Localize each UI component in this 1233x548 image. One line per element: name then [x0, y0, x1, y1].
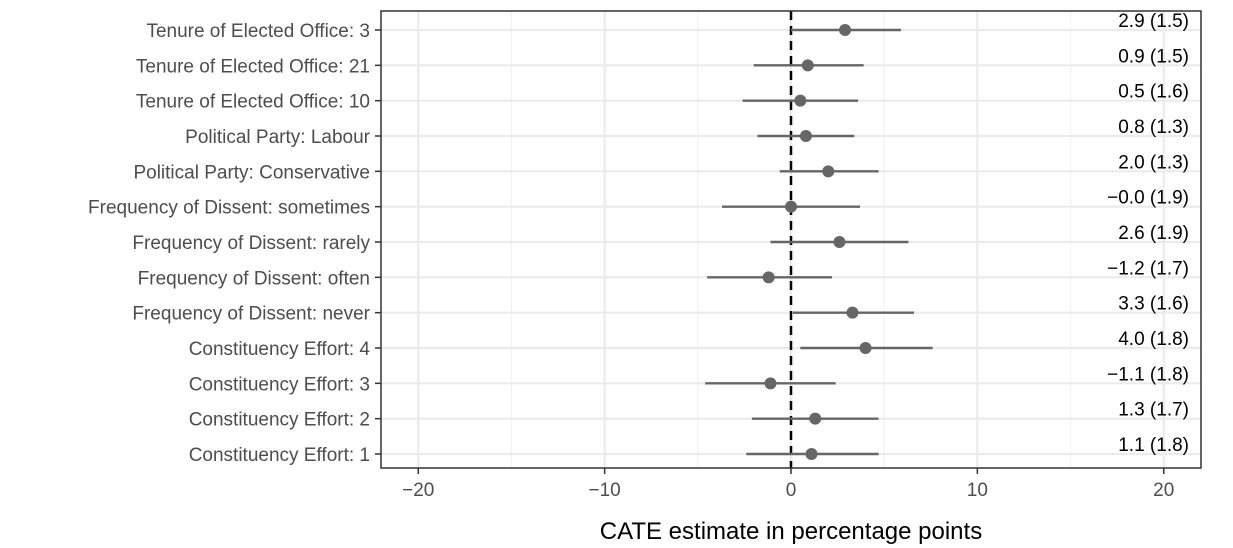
point-estimate: [833, 236, 846, 248]
category-label: Political Party: Conservative: [133, 162, 370, 183]
x-tick-label: 0: [786, 480, 797, 501]
point-estimate: [822, 165, 835, 178]
estimate-label: 0.5 (1.6): [1118, 82, 1189, 103]
estimate-label: 2.9 (1.5): [1118, 11, 1189, 32]
estimate-label: −1.2 (1.7): [1107, 258, 1189, 279]
category-labels: Tenure of Elected Office: 3 Tenure of Ele…: [88, 21, 381, 466]
x-tick-label: 10: [967, 480, 988, 501]
category-label: Frequency of Dissent: sometimes: [88, 198, 370, 219]
estimate-label: 2.0 (1.3): [1118, 152, 1189, 173]
category-label: Constituency Effort: 2: [189, 410, 370, 431]
estimate-label: 0.8 (1.3): [1118, 117, 1189, 138]
plot-panel-border: [380, 10, 1202, 469]
category-label: Frequency of Dissent: often: [138, 268, 370, 289]
point-estimate: [801, 59, 814, 72]
category-label: Tenure of Elected Office: 3: [146, 21, 370, 42]
category-label: Frequency of Dissent: never: [132, 304, 370, 325]
estimate-marks: 2.9 (1.5) 0.9 (1.5) 0.5 (1.6) 0.8 (1.3) 2.0 …: [705, 11, 1189, 460]
estimate-label: 3.3 (1.6): [1118, 294, 1189, 315]
x-axis-title: CATE estimate in percentage points: [600, 518, 982, 545]
category-label: Tenure of Elected Office: 21: [136, 56, 370, 77]
estimate-label: −0.0 (1.9): [1107, 188, 1189, 209]
category-label: Constituency Effort: 1: [189, 445, 370, 466]
category-label: Political Party: Labour: [185, 127, 370, 148]
estimate-label: 4.0 (1.8): [1118, 329, 1189, 350]
x-tick-label: −20: [402, 480, 434, 501]
category-label: Tenure of Elected Office: 10: [136, 92, 370, 113]
point-estimate: [762, 271, 775, 284]
point-estimate: [805, 448, 818, 460]
x-tick-label: 20: [1153, 480, 1174, 501]
point-estimate: [859, 342, 872, 354]
point-estimate: [785, 200, 797, 213]
category-label: Constituency Effort: 3: [189, 374, 370, 395]
estimate-label: −1.1 (1.8): [1107, 364, 1189, 385]
estimate-label: 1.1 (1.8): [1118, 435, 1189, 456]
point-estimate: [809, 412, 822, 425]
category-label: Constituency Effort: 4: [189, 339, 371, 360]
point-estimate: [799, 130, 812, 142]
estimate-label: 2.6 (1.9): [1118, 223, 1189, 244]
point-estimate: [839, 24, 852, 36]
x-tick-label: −10: [589, 480, 621, 501]
estimate-label: 0.9 (1.5): [1118, 46, 1189, 67]
point-estimate: [846, 306, 859, 319]
category-label: Frequency of Dissent: rarely: [132, 233, 370, 254]
estimate-label: 1.3 (1.7): [1118, 400, 1189, 421]
point-estimate: [764, 377, 777, 390]
x-axis-ticks: −20 −10 0 10 20: [402, 468, 1174, 501]
point-estimate: [794, 94, 807, 107]
